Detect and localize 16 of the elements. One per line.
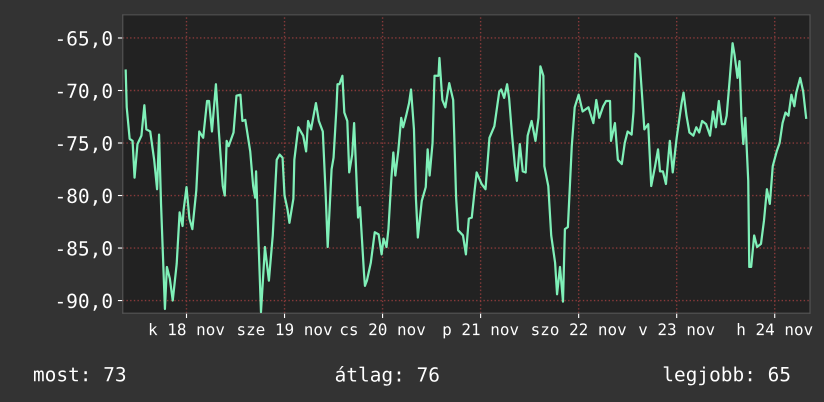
x-tick-label: cs 20 nov — [340, 323, 426, 336]
x-tick-label: p 21 nov — [444, 323, 518, 338]
text: most: 73 — [34, 366, 126, 382]
y-tick-label: -65,0 — [58, 30, 112, 48]
x-tick-label: h 24 nov — [738, 322, 812, 336]
x-tick-label: v 23 nov — [639, 323, 714, 336]
y-tick-label: -75,0 — [58, 136, 112, 154]
y-tick-label: -70,0 — [58, 84, 112, 101]
y-tick-label: -85,0 — [58, 241, 112, 258]
x-tick-label: szo 22 nov — [532, 323, 626, 336]
y-tick-label: -80,0 — [58, 188, 112, 206]
y-tick-label: -90,0 — [58, 294, 112, 311]
text: legjobb: 65 — [664, 366, 790, 386]
x-tick-label: sze 19 nov — [238, 323, 332, 336]
text: átlag: 76 — [336, 366, 439, 386]
x-tick-label: k 18 nov — [150, 322, 224, 336]
